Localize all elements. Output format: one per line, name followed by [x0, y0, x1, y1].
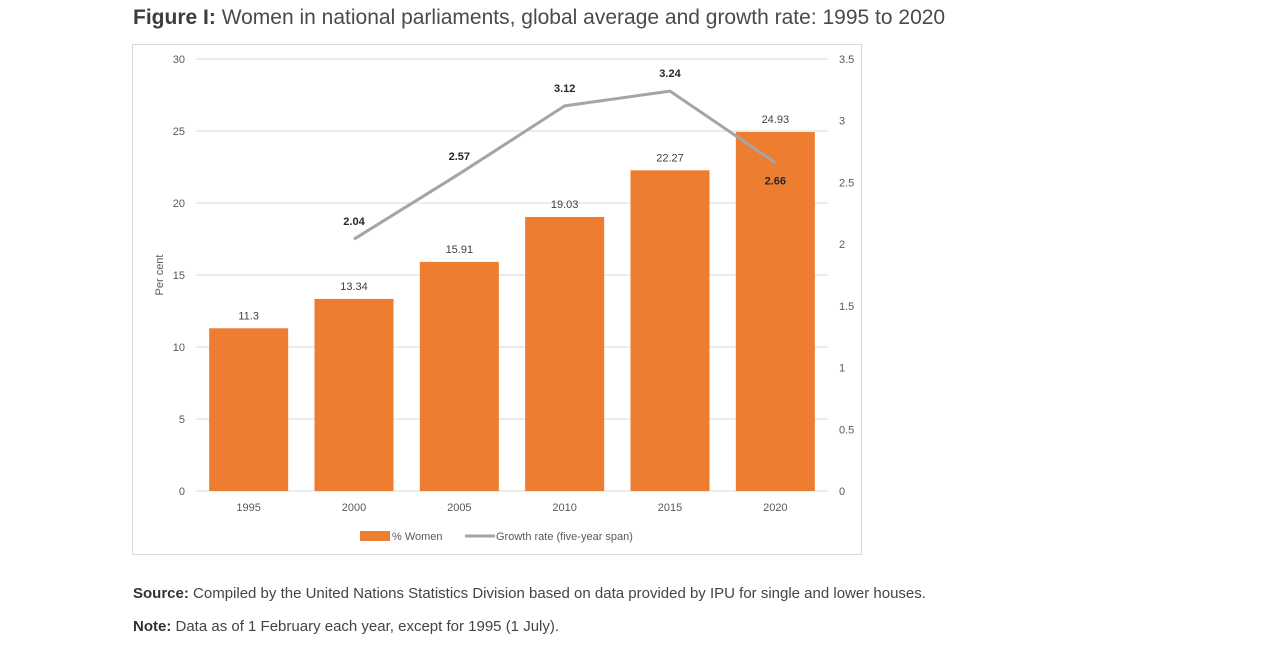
axes: 0 5 10 15 20 25 30 0 0.5 1 1.5 2 2.5 3 3.5 Per cent 1995… [154, 54, 854, 514]
source-note: Source: Compiled by the United Nations S… [133, 585, 926, 602]
bar [525, 216, 605, 491]
chart-svg: 11.3 13.34 15.91 19.03 22.27 24.93 2.04 2.57 3.1… [154, 54, 854, 543]
chart-frame: 11.3 13.34 15.91 19.03 22.27 24.93 2.04 2.57 3.1… [132, 44, 862, 555]
y2-tick-label: 1.5 [839, 301, 854, 313]
y2-tick-label: 3.5 [839, 54, 854, 66]
y2-tick-label: 3 [839, 116, 845, 128]
source-label: Source: [133, 585, 189, 602]
y-tick-label: 25 [173, 126, 185, 138]
legend: % Women Growth rate (five-year span) [360, 531, 633, 543]
figure-title-text: Women in national parliaments, global av… [221, 6, 946, 29]
gridlines [196, 58, 828, 492]
growth-value-label: 2.66 [765, 176, 786, 188]
growth-line [353, 89, 777, 241]
bar [419, 261, 499, 491]
y2-tick-label: 2 [839, 239, 845, 251]
legend-bar-label: % Women [392, 531, 443, 543]
data-note: Note: Data as of 1 February each year, e… [133, 618, 559, 635]
x-tick-label: 2020 [763, 502, 787, 514]
bar [630, 170, 710, 491]
legend-line-label: Growth rate (five-year span) [496, 531, 633, 543]
x-tick-label: 2000 [342, 502, 366, 514]
growth-value-label: 3.12 [554, 83, 575, 95]
bars [209, 132, 815, 491]
y-axis-title: Per cent [154, 255, 166, 296]
growth-value-label: 2.04 [343, 216, 365, 228]
legend-bar-swatch [360, 531, 390, 541]
bar-value-label: 22.27 [656, 152, 684, 164]
y-tick-label: 30 [173, 54, 185, 66]
bar [735, 132, 815, 491]
y-tick-label: 5 [179, 414, 185, 426]
y-tick-label: 15 [173, 270, 185, 282]
note-text: Data as of 1 February each year, except … [175, 618, 560, 635]
bar-value-label: 24.93 [762, 114, 790, 126]
bar [209, 328, 289, 491]
source-text: Compiled by the United Nations Statistic… [193, 585, 926, 602]
y2-tick-label: 2.5 [839, 177, 854, 189]
figure-label: Figure I: [133, 6, 216, 29]
x-tick-label: 2010 [552, 502, 576, 514]
data-labels: 11.3 13.34 15.91 19.03 22.27 24.93 2.04 2.57 3.1… [238, 68, 789, 322]
bar-value-label: 15.91 [446, 244, 474, 256]
y-tick-label: 20 [173, 198, 185, 210]
x-tick-label: 1995 [236, 502, 260, 514]
bar-value-label: 19.03 [551, 199, 579, 211]
bar [314, 298, 394, 491]
growth-value-label: 2.57 [449, 151, 470, 163]
y-tick-label: 10 [173, 342, 185, 354]
growth-line-path [353, 89, 777, 241]
y-tick-label: 0 [179, 486, 185, 498]
y2-tick-label: 1 [839, 363, 845, 375]
y2-tick-label: 0 [839, 486, 845, 498]
figure-title: Figure I: Women in national parliaments,… [133, 6, 945, 30]
note-label: Note: [133, 618, 172, 635]
bar-value-label: 13.34 [340, 281, 368, 293]
bar-value-label: 11.3 [238, 310, 259, 322]
x-tick-label: 2015 [658, 502, 682, 514]
y2-tick-label: 0.5 [839, 424, 854, 436]
x-tick-label: 2005 [447, 502, 471, 514]
growth-value-label: 3.24 [659, 68, 681, 80]
